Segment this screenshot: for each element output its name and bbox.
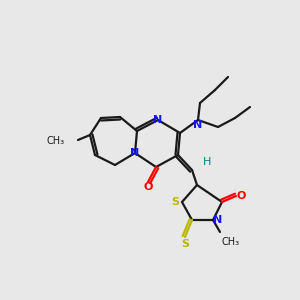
Text: S: S — [181, 239, 189, 249]
Text: N: N — [213, 215, 223, 225]
Text: N: N — [153, 115, 163, 125]
Text: O: O — [236, 191, 246, 201]
Text: CH₃: CH₃ — [222, 237, 240, 247]
Text: N: N — [194, 120, 202, 130]
Text: CH₃: CH₃ — [47, 136, 65, 146]
Text: O: O — [143, 182, 153, 192]
Text: S: S — [171, 197, 179, 207]
Text: N: N — [130, 148, 140, 158]
Text: H: H — [203, 157, 211, 167]
